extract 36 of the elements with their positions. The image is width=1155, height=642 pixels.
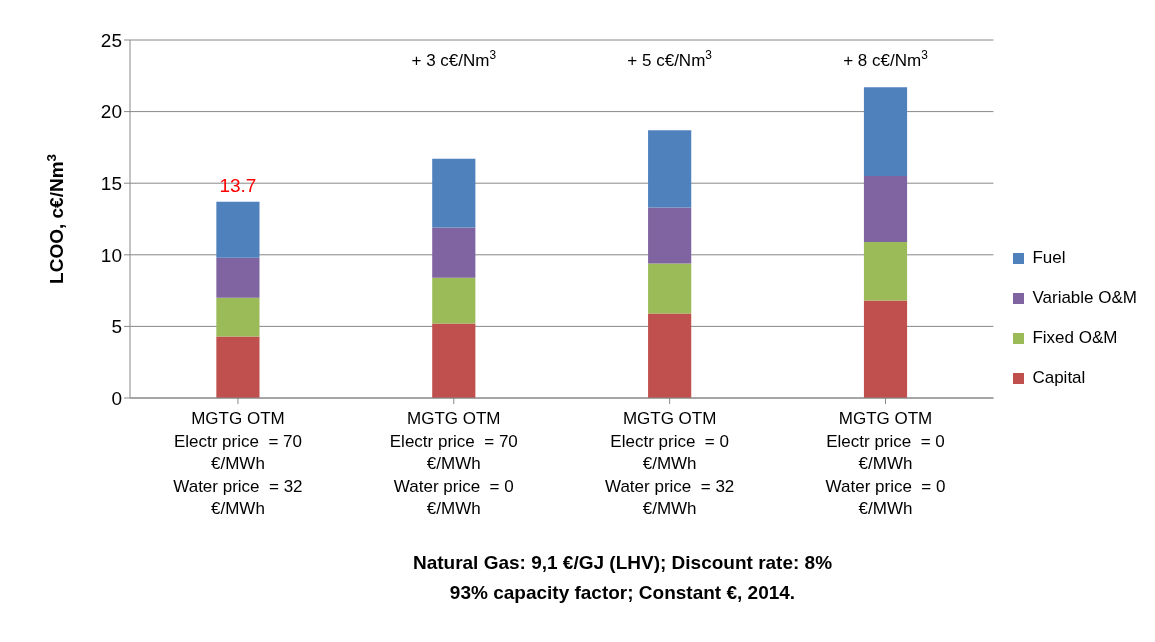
- bar: [432, 158, 476, 228]
- annotation: + 3 c€/Nm$^{3}$: [411, 48, 497, 70]
- x-tick-label: MGTG OTM Electr price = 0 €/MWh Water price = 0 €/MWh: [825, 409, 946, 518]
- legend-label: Fixed O&M: [1032, 328, 1118, 348]
- bar: [863, 87, 908, 177]
- legend-label: Capital: [1032, 368, 1086, 388]
- bar: [216, 297, 260, 337]
- x-tick-label: MGTG OTM Electr price = 70 €/MWh Water price = 32 €/MWh: [173, 409, 303, 518]
- y-tick-label: 10: [100, 244, 122, 266]
- bar: [432, 227, 476, 278]
- legend-label: Fuel: [1032, 248, 1066, 268]
- text: 93% capacity factor; Constant €, 2014.: [448, 581, 797, 605]
- y-tick-label: 15: [100, 172, 122, 194]
- annotation: + 5 c€/Nm$^{3}$: [627, 48, 713, 70]
- bar: [648, 313, 692, 398]
- total-label: 13.7: [219, 174, 257, 196]
- bar: [863, 300, 908, 398]
- bar: [432, 277, 476, 324]
- bar: [863, 241, 908, 301]
- y-tick-label: 25: [100, 29, 122, 51]
- bar: [648, 130, 692, 208]
- bar: [863, 176, 908, 242]
- text: Natural Gas: 9,1 €/GJ (LHV); Discount rate: 8%: [411, 551, 834, 575]
- bar: [216, 201, 260, 258]
- bar: [648, 207, 692, 264]
- annotation: + 8 c€/Nm$^{3}$: [843, 48, 929, 70]
- bar: [432, 323, 476, 398]
- bar: [648, 263, 692, 314]
- x-tick-label: MGTG OTM Electr price = 70 €/MWh Water price = 0 €/MWh: [389, 409, 518, 518]
- x-tick-label: MGTG OTM Electr price = 0 €/MWh Water price = 32 €/MWh: [605, 409, 735, 518]
- legend-label: Variable O&M: [1032, 288, 1137, 308]
- bar: [216, 336, 260, 398]
- y-tick-label: 5: [111, 316, 122, 338]
- bar: [216, 257, 260, 298]
- y-tick-label: 20: [100, 101, 122, 123]
- y-tick-label: 0: [111, 387, 122, 409]
